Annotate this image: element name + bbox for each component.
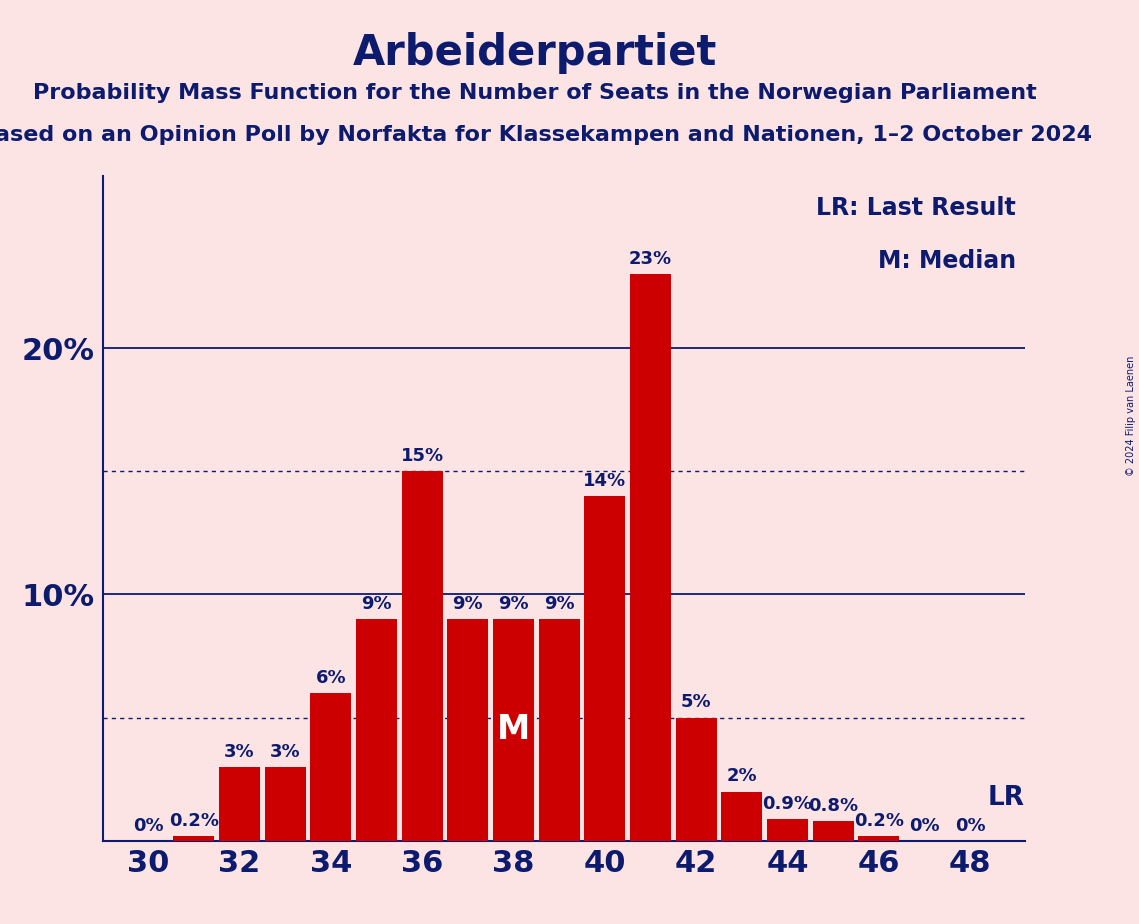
Bar <box>721 792 762 841</box>
Bar <box>310 693 352 841</box>
Text: 0%: 0% <box>909 817 940 834</box>
Text: 9%: 9% <box>452 595 483 613</box>
Bar <box>630 274 671 841</box>
Text: Based on an Opinion Poll by Norfakta for Klassekampen and Nationen, 1–2 October : Based on an Opinion Poll by Norfakta for… <box>0 125 1092 145</box>
Text: M: Median: M: Median <box>878 249 1016 273</box>
Text: 9%: 9% <box>361 595 392 613</box>
Bar <box>357 619 398 841</box>
Text: 0.2%: 0.2% <box>854 812 904 830</box>
Bar <box>539 619 580 841</box>
Bar <box>675 718 716 841</box>
Bar <box>264 767 305 841</box>
Text: 0%: 0% <box>133 817 164 834</box>
Text: Probability Mass Function for the Number of Seats in the Norwegian Parliament: Probability Mass Function for the Number… <box>33 83 1038 103</box>
Bar <box>448 619 489 841</box>
Text: LR: LR <box>989 784 1025 810</box>
Text: 2%: 2% <box>727 768 757 785</box>
Text: LR: Last Result: LR: Last Result <box>817 196 1016 220</box>
Text: 0.9%: 0.9% <box>763 795 812 812</box>
Bar <box>219 767 260 841</box>
Text: Arbeiderpartiet: Arbeiderpartiet <box>353 32 718 74</box>
Bar <box>402 471 443 841</box>
Bar <box>584 496 625 841</box>
Text: 23%: 23% <box>629 250 672 268</box>
Bar <box>767 819 809 841</box>
Text: 0.8%: 0.8% <box>809 797 859 815</box>
Text: 9%: 9% <box>544 595 574 613</box>
Text: 6%: 6% <box>316 669 346 687</box>
Text: 5%: 5% <box>681 694 712 711</box>
Text: 3%: 3% <box>270 743 301 760</box>
Text: © 2024 Filip van Laenen: © 2024 Filip van Laenen <box>1126 356 1136 476</box>
Bar <box>173 836 214 841</box>
Text: M: M <box>497 713 530 747</box>
Text: 3%: 3% <box>224 743 255 760</box>
Text: 14%: 14% <box>583 472 626 490</box>
Text: 9%: 9% <box>498 595 528 613</box>
Bar <box>859 836 900 841</box>
Text: 0%: 0% <box>954 817 985 834</box>
Text: 15%: 15% <box>401 447 444 465</box>
Bar <box>813 821 854 841</box>
Text: 0.2%: 0.2% <box>169 812 219 830</box>
Bar <box>493 619 534 841</box>
